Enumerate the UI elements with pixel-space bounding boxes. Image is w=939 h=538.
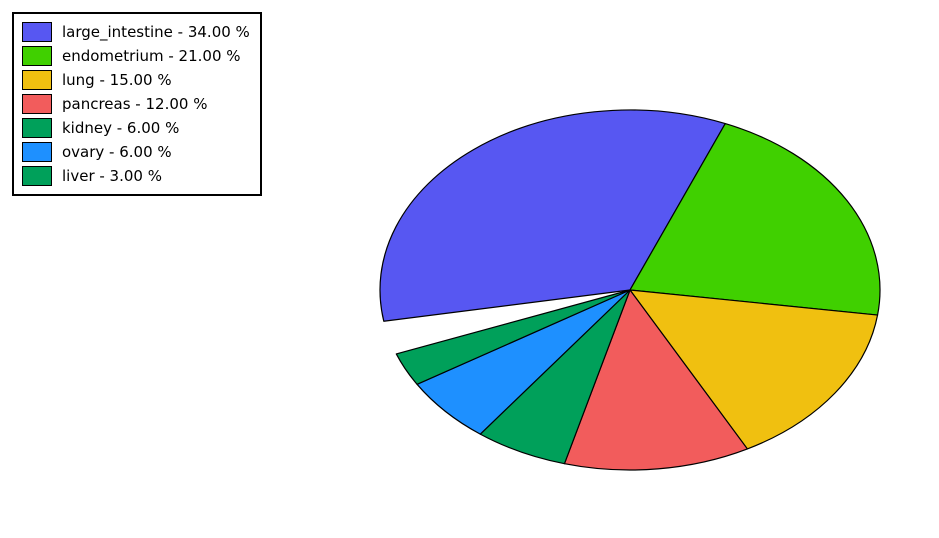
legend-item: large_intestine - 34.00 % bbox=[22, 20, 250, 44]
figure: large_intestine - 34.00 % endometrium - 2… bbox=[0, 0, 939, 538]
legend-item: pancreas - 12.00 % bbox=[22, 92, 250, 116]
legend-label: lung - 15.00 % bbox=[62, 71, 172, 89]
legend-swatch bbox=[22, 70, 52, 90]
legend-swatch bbox=[22, 166, 52, 186]
legend-swatch bbox=[22, 22, 52, 42]
legend-swatch bbox=[22, 46, 52, 66]
legend-item: lung - 15.00 % bbox=[22, 68, 250, 92]
legend-item: liver - 3.00 % bbox=[22, 164, 250, 188]
legend-swatch bbox=[22, 94, 52, 114]
legend-swatch bbox=[22, 118, 52, 138]
legend-label: ovary - 6.00 % bbox=[62, 143, 172, 161]
legend-item: kidney - 6.00 % bbox=[22, 116, 250, 140]
pie-chart bbox=[360, 80, 900, 500]
legend-swatch bbox=[22, 142, 52, 162]
legend-label: pancreas - 12.00 % bbox=[62, 95, 207, 113]
legend-item: ovary - 6.00 % bbox=[22, 140, 250, 164]
legend-label: large_intestine - 34.00 % bbox=[62, 23, 250, 41]
legend-label: endometrium - 21.00 % bbox=[62, 47, 241, 65]
legend-label: liver - 3.00 % bbox=[62, 167, 162, 185]
legend: large_intestine - 34.00 % endometrium - 2… bbox=[12, 12, 262, 196]
legend-item: endometrium - 21.00 % bbox=[22, 44, 250, 68]
legend-label: kidney - 6.00 % bbox=[62, 119, 179, 137]
